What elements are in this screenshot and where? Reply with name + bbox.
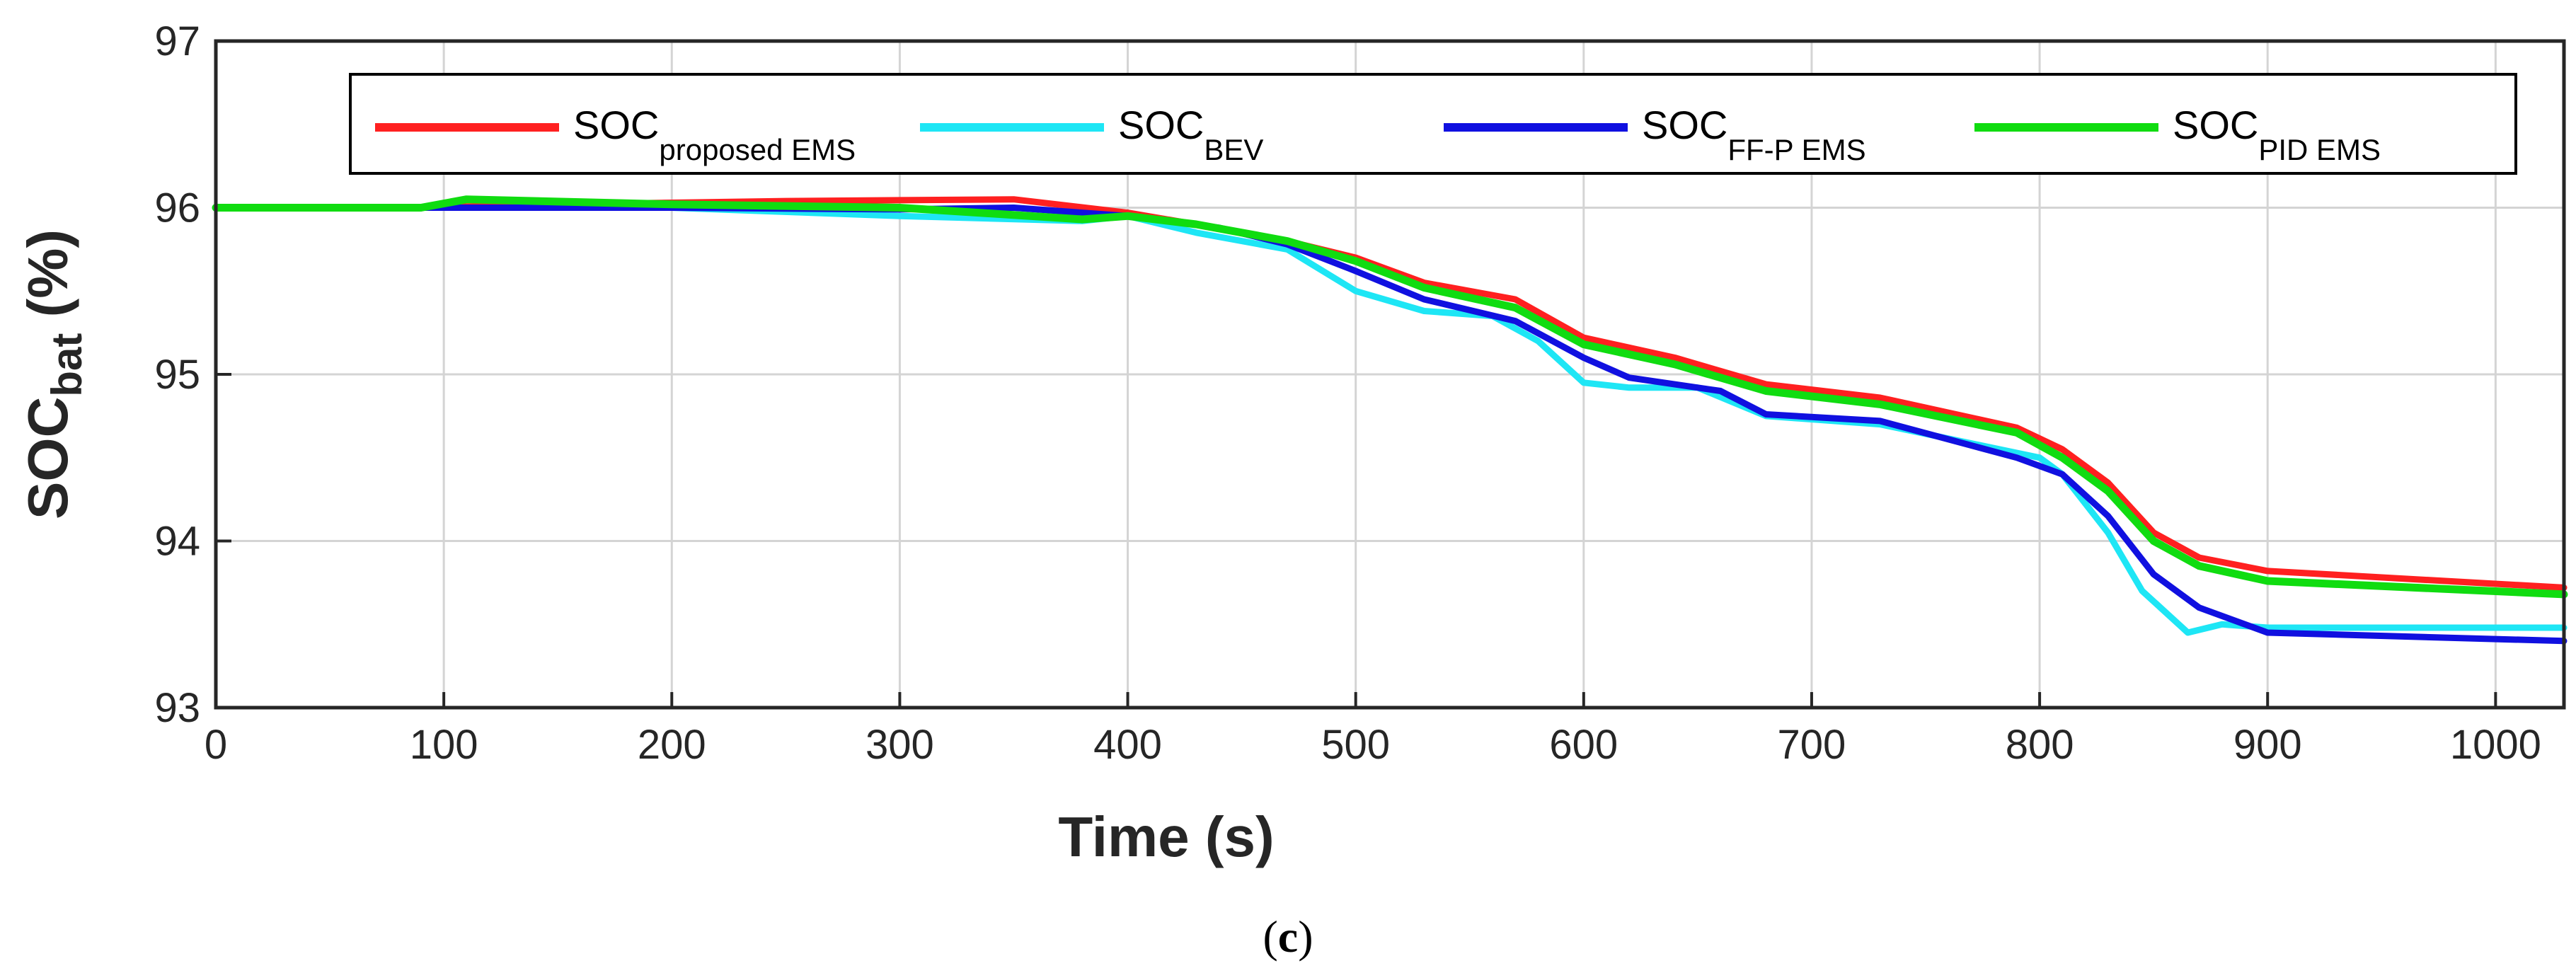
x-tick-labels: 0 100 200 300 400 500 600 700 800 900 1000 — [205, 722, 2541, 768]
y-tick-label: 95 — [154, 352, 200, 398]
y-tick-label: 96 — [154, 185, 200, 231]
plot-frame — [214, 39, 2566, 710]
legend-label-sub: FF-P EMS — [1727, 133, 1865, 166]
legend-label: SOCFF-P EMS — [1642, 103, 1866, 166]
x-tick-label: 600 — [1549, 722, 1618, 768]
y-tick-label: 94 — [154, 519, 200, 565]
legend-label: SOCPID EMS — [2173, 103, 2381, 166]
legend-label-main: SOC — [573, 103, 659, 147]
y-axis-label-main: SOC — [16, 397, 79, 519]
x-tick-label: 300 — [866, 722, 934, 768]
caption-close-paren: ) — [1298, 911, 1313, 962]
x-tick-label: 100 — [410, 722, 478, 768]
caption-open-paren: ( — [1263, 911, 1277, 962]
y-axis-label: SOCbat (%) — [16, 229, 91, 519]
legend-label-main: SOC — [1642, 103, 1727, 147]
series-line-pid-ems — [212, 195, 2568, 599]
y-tick-labels: 93 94 95 96 97 — [154, 18, 200, 731]
series-line-ff-p-ems — [212, 205, 2568, 645]
x-tick-label: 400 — [1093, 722, 1162, 768]
x-tick-label: 0 — [205, 722, 227, 768]
caption-letter: c — [1278, 911, 1298, 962]
legend-label-main: SOC — [1118, 103, 1204, 147]
y-tick-label: 93 — [154, 685, 200, 731]
x-tick-label: 1000 — [2450, 722, 2541, 768]
figure-caption: (c) — [1263, 911, 1313, 962]
y-axis-label-unit: (%) — [16, 229, 79, 333]
x-tick-label: 700 — [1778, 722, 1846, 768]
legend-label-sub: PID EMS — [2258, 133, 2381, 166]
series-line-proposed-ems — [212, 196, 2568, 591]
x-tick-label: 900 — [2233, 722, 2302, 768]
legend-label: SOCproposed EMS — [573, 103, 856, 166]
legend-label-main: SOC — [2173, 103, 2258, 147]
x-axis-label: Time (s) — [1058, 805, 1274, 868]
legend-label-sub: proposed EMS — [659, 133, 856, 166]
y-axis-label-sub: bat — [43, 333, 91, 397]
y-tick-label: 97 — [154, 18, 200, 64]
x-tick-label: 200 — [638, 722, 706, 768]
x-tick-label: 800 — [2006, 722, 2074, 768]
x-tick-label: 500 — [1321, 722, 1390, 768]
legend-label: SOCBEV — [1118, 103, 1263, 166]
legend-label-sub: BEV — [1204, 133, 1263, 166]
series-lines — [212, 195, 2568, 645]
